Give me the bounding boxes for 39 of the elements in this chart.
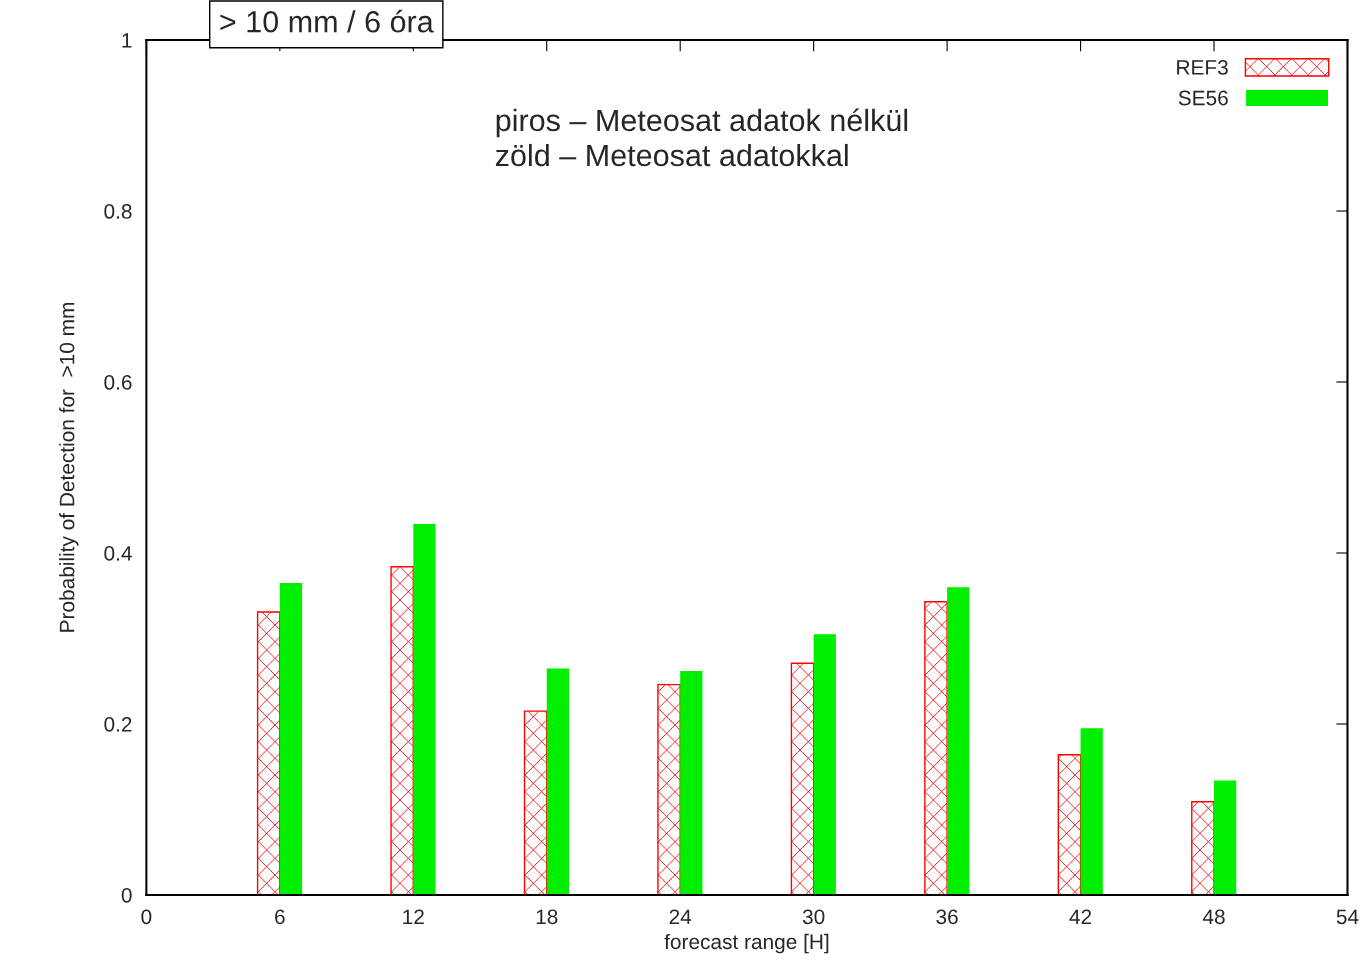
y-tick-label: 0.8 [104, 204, 132, 219]
bar [256, 611, 281, 895]
annotation: zöld – Meteosat adatokkal [495, 143, 848, 167]
y-tick-label: 0.6 [104, 375, 132, 390]
bar [947, 587, 970, 895]
x-tick-label: 36 [936, 909, 958, 925]
x-tick-label: 12 [403, 909, 424, 924]
bar [680, 670, 703, 895]
y-tick-label: 0.4 [104, 546, 132, 561]
bar [1080, 728, 1103, 895]
bar [657, 683, 681, 895]
x-tick-label: 42 [1069, 909, 1092, 924]
bar [279, 582, 303, 895]
bar [1057, 754, 1082, 895]
bar [813, 634, 836, 895]
bar [413, 523, 436, 895]
y-tick-label: 1 [122, 33, 132, 48]
annotation: piros – Meteosat adatok nélkül [496, 108, 908, 138]
bar [390, 565, 414, 895]
bar [546, 668, 569, 895]
y-tick-label: 0 [121, 887, 132, 903]
x-tick-label: 30 [802, 909, 825, 925]
x-tick-label: 18 [536, 909, 558, 925]
x-tick-label: 24 [669, 909, 692, 924]
y-tick-label: 0.2 [104, 717, 132, 732]
legend-label: REF3 [1177, 60, 1228, 75]
legend-label: SE56 [1178, 90, 1228, 106]
x-tick-label: 0 [141, 909, 152, 925]
x-axis-title: forecast range [H] [664, 933, 829, 954]
bar [1191, 801, 1215, 895]
bar [790, 662, 815, 895]
x-tick-label: 48 [1202, 909, 1225, 925]
chart-title: > 10 mm / 6 óra [220, 9, 434, 33]
x-tick-label: 6 [275, 909, 285, 925]
bar [924, 601, 948, 895]
bar [1214, 780, 1237, 895]
bar [523, 710, 548, 895]
x-tick-label: 54 [1336, 909, 1359, 925]
y-axis-title: Probability of Detection for >10 mm [59, 303, 79, 632]
